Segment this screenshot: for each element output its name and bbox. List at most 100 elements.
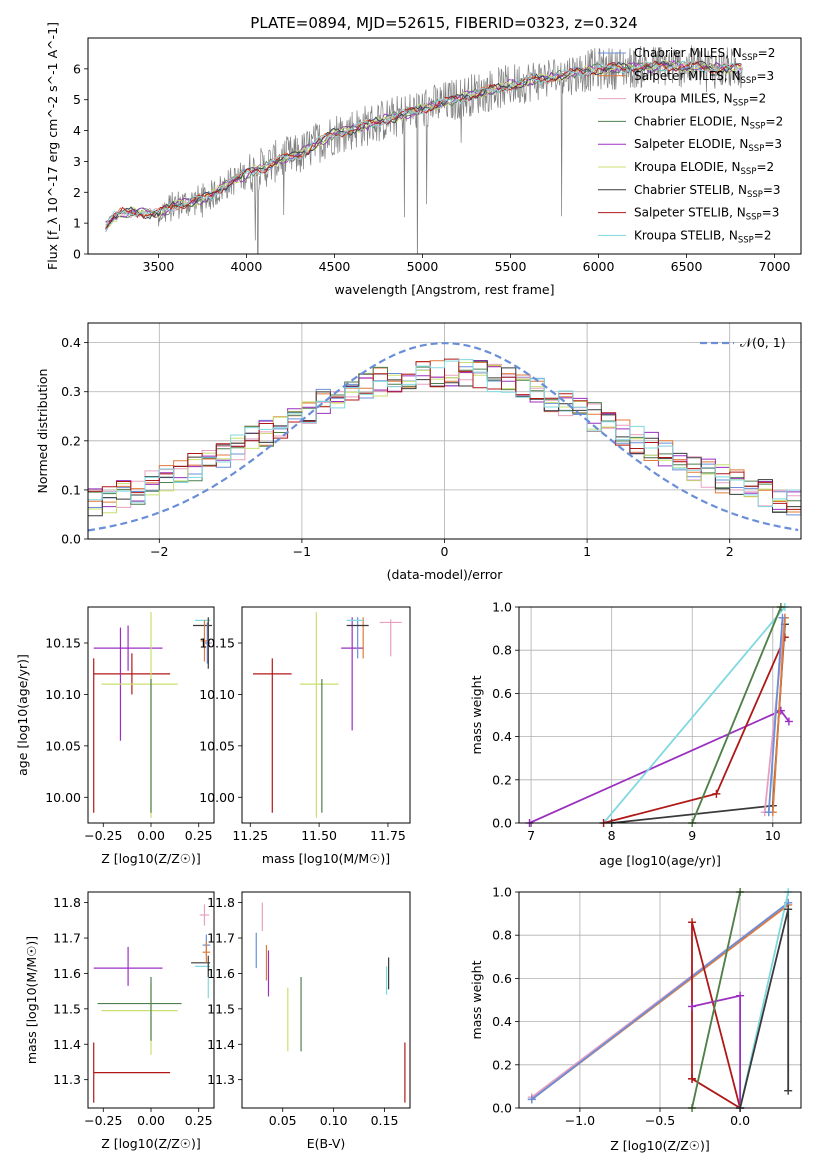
legend-entry: Chabrier ELODIE, NSSP=2 [634, 114, 783, 131]
plus-marker [688, 918, 697, 927]
residual-histogram-panel: −2 −1 0 1 2 0.0 0.1 0.2 0.3 0.4 𝒩(0, 1) (data-model… [35, 322, 802, 582]
y-tick-label: 11.3 [207, 1072, 235, 1087]
legend-entry: Chabrier MILES, NSSP=2 [634, 46, 775, 63]
x-tick-label: 0.05 [269, 1113, 297, 1128]
x-tick-label: 0.00 [137, 1113, 165, 1128]
legend-entry: Kroupa MILES, NSSP=2 [634, 92, 766, 109]
y-tick-label: 0.1 [61, 482, 81, 497]
model-spectrum-line [105, 60, 742, 227]
y-tick-label: 1 [73, 216, 81, 231]
x-tick-label: −0.25 [84, 828, 122, 843]
legend-entry: Salpeter STELIB, NSSP=3 [634, 206, 779, 223]
legend-value: =2 [756, 160, 774, 174]
plus-marker [527, 1095, 536, 1104]
weight-series-line [739, 909, 790, 1108]
y-tick-label: 11.5 [207, 1001, 235, 1016]
legend-value: =2 [754, 228, 772, 242]
x-tick-label: 0.0 [730, 1113, 750, 1128]
x-tick-label: 6500 [671, 259, 703, 274]
error-bar-point [202, 941, 211, 963]
y-tick-label: 11.4 [207, 1037, 235, 1052]
y-tick-label: 0.2 [61, 433, 81, 448]
x-tick-label: 1 [583, 544, 591, 559]
mass-vs-reddening-panel: 0.05 0.10 0.15 11.3 11.4 11.5 11.6 11.7 11.8 E(B-… [207, 891, 411, 1151]
y-tick-label: 0.4 [492, 729, 512, 744]
y-tick-label: 11.8 [207, 895, 235, 910]
y-axis-label: mass weight [469, 675, 484, 754]
legend-subscript: SSP [747, 190, 763, 200]
legend-entry: 𝒩(0, 1) [740, 335, 786, 350]
x-tick-label: −1 [293, 544, 311, 559]
legend-value: =3 [764, 137, 782, 151]
x-tick-label: −2 [150, 544, 168, 559]
weight-series-line [771, 617, 786, 813]
legend-value: =2 [758, 46, 776, 60]
x-tick-label: 11.25 [232, 828, 268, 843]
x-tick-label: 7000 [759, 259, 791, 274]
plus-marker [784, 1086, 793, 1095]
weight-series-line [602, 607, 786, 823]
y-axis-label: mass weight [469, 960, 484, 1039]
y-tick-label: 11.7 [53, 931, 81, 946]
y-axis-label: Normed distribution [35, 369, 50, 494]
y-tick-label: 10.05 [45, 738, 81, 753]
spectrum-panel: 3500 4000 4500 5000 5500 6000 6500 7000 0 1 2 3 4 5 6 C… [45, 22, 802, 297]
legend-entry: Kroupa ELODIE, NSSP=2 [634, 160, 774, 177]
weight-series-line [767, 617, 784, 813]
legend-value: =3 [756, 69, 774, 83]
x-axis-label: wavelength [Angstrom, rest frame] [334, 282, 554, 297]
plus-marker [764, 808, 773, 817]
y-tick-label: 10.00 [45, 790, 81, 805]
x-tick-label: 0.10 [320, 1113, 348, 1128]
axes-frame [87, 322, 802, 540]
y-tick-label: 0.4 [61, 335, 81, 350]
plus-marker [784, 905, 793, 914]
y-tick-label: 10.15 [45, 636, 81, 651]
legend-entry: Salpeter ELODIE, NSSP=3 [634, 137, 782, 154]
y-tick-label: 10.00 [199, 790, 235, 805]
figure-title: PLATE=0894, MJD=52615, FIBERID=0323, z=0… [250, 14, 637, 32]
legend-subscript: SSP [746, 213, 762, 223]
legend-subscript: SSP [750, 121, 766, 131]
y-tick-label: 11.6 [53, 966, 81, 981]
y-tick-label: 2 [73, 185, 81, 200]
error-bar-point [204, 622, 211, 664]
x-tick-label: 6000 [583, 259, 615, 274]
y-tick-label: 6 [73, 61, 81, 76]
axes-frame [87, 37, 802, 255]
y-tick-label: 11.7 [207, 931, 235, 946]
plus-marker [712, 789, 721, 798]
y-tick-label: 4 [73, 123, 81, 138]
x-axis-label: age [log10(age/yr)] [599, 853, 721, 868]
plus-marker [784, 717, 793, 726]
y-tick-label: 0.8 [492, 643, 512, 658]
plus-marker [688, 1074, 697, 1083]
axes-frame [87, 891, 215, 1109]
y-tick-label: 0.2 [492, 1057, 512, 1072]
y-tick-label: 0.0 [61, 532, 81, 547]
y-tick-label: 1.0 [492, 600, 512, 615]
y-tick-label: 10.15 [199, 636, 235, 651]
legend-value: =3 [762, 206, 780, 220]
y-tick-label: 0.6 [492, 686, 512, 701]
legend-value: =3 [763, 183, 781, 197]
axes-frame [518, 891, 802, 1109]
x-tick-label: 0 [441, 544, 449, 559]
y-tick-label: 5 [73, 92, 81, 107]
x-tick-label: 0.00 [137, 828, 165, 843]
weight-series-line [691, 892, 741, 1108]
weight-series-line [691, 921, 742, 1108]
plus-marker [776, 706, 785, 715]
x-tick-label: 3500 [143, 259, 175, 274]
axes-frame [241, 606, 411, 824]
normal-distribution-curve [88, 342, 799, 532]
plus-marker [736, 991, 745, 1000]
histogram-step-line [88, 358, 801, 510]
x-tick-label: 4000 [231, 259, 263, 274]
x-axis-label: mass [log10(M/M☉)] [262, 851, 390, 866]
legend-subscript: SSP [748, 144, 764, 154]
x-axis-label: (data-model)/error [387, 567, 504, 582]
mass-weight-vs-age-panel: 7 8 9 10 0.0 0.2 0.4 0.6 0.8 1.0 age [log10(age/yr… [469, 600, 802, 868]
y-tick-label: 11.5 [53, 1001, 81, 1016]
